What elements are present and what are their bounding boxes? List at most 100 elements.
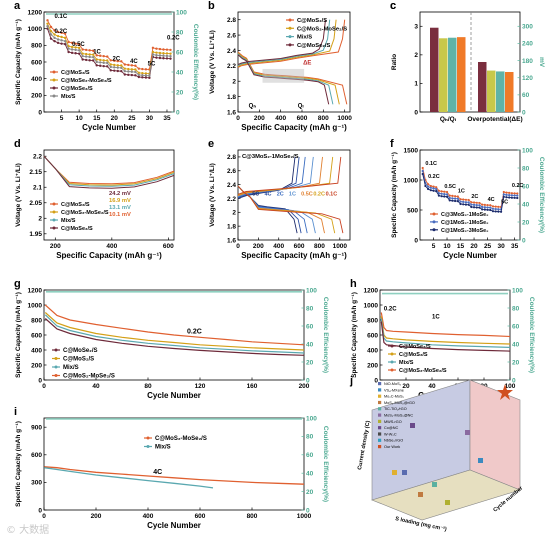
charge-curve (237, 19, 346, 68)
y2-axis-label: Coulombic Efficiency(%) (322, 426, 329, 502)
data-point (116, 59, 119, 63)
y-tick-label: 1.95 (29, 231, 42, 238)
charge-curve (237, 156, 342, 195)
data-point (445, 193, 449, 196)
data-point (56, 38, 60, 41)
data-point (165, 57, 169, 60)
y-tick-label: 2.05 (29, 200, 42, 207)
y-axis-label: Ratio (391, 54, 398, 70)
x-tick-label: 10 (443, 243, 451, 250)
bar-overpotential (487, 70, 496, 112)
x-axis-label: Specific Capacity (mAh g⁻¹) (56, 251, 162, 260)
data-point (437, 189, 441, 192)
panel-letter: j (349, 375, 353, 387)
data-point (53, 33, 56, 36)
data-point (77, 49, 81, 52)
legend-marker (52, 70, 56, 74)
y-tick-label: 2 (414, 52, 418, 59)
panel-title: C@3MoS₂-1MoSe₂/S (242, 154, 299, 160)
data-point (464, 201, 468, 204)
data-point (99, 58, 102, 62)
y2-tick-label: 0 (306, 377, 310, 384)
y-tick-label: 800 (31, 317, 42, 324)
data-point (88, 53, 91, 56)
x-tick-label: 160 (247, 383, 258, 390)
data-point (141, 74, 144, 77)
axes-frame (43, 149, 175, 241)
data-point (148, 76, 151, 80)
y2-tick-label: 100 (306, 415, 317, 422)
y-tick-label: 1.8 (227, 223, 236, 230)
legend-entry: C@1MoS₂-3MoSe₂ (441, 228, 489, 234)
data-point (63, 36, 67, 40)
panel-b: b 0 200 400 600 800 1000 1.6 1.8 2 2.2 2.4 2.6 2.8 Spe… (208, 0, 352, 132)
data-point (74, 46, 77, 49)
data-point (508, 194, 511, 197)
data-point (494, 207, 497, 211)
legend-entry: MWS-rGO (384, 420, 402, 424)
rate-label: 0.2C (55, 29, 68, 35)
x-tick-label: 30 (497, 243, 505, 250)
y2-tick-label: 100 (522, 147, 533, 154)
y2-tick-label: 80 (306, 434, 314, 441)
x-tick-label: 15 (457, 243, 465, 250)
data-point (513, 194, 516, 197)
legend-marker (378, 407, 382, 411)
y2-tick-label: 40 (522, 201, 530, 208)
data-point (478, 206, 481, 209)
y-tick-label: 1200 (364, 287, 379, 294)
panel-letter: c (390, 0, 396, 12)
data-point (456, 197, 459, 200)
legend-marker (378, 419, 382, 423)
data-point (456, 200, 459, 203)
bar-overpotential (496, 71, 505, 112)
data-point (162, 48, 165, 51)
data-point (91, 49, 95, 52)
y-tick-label: 2.6 (227, 168, 236, 175)
data-point (169, 48, 172, 52)
legend-marker (378, 413, 382, 417)
data-point (459, 202, 462, 206)
x-tick-label: 25 (484, 243, 492, 250)
rate-label: 0.2C (512, 183, 524, 189)
rate-label: 0.1C (425, 161, 437, 167)
data-point (88, 55, 91, 59)
x-tick-label: 200 (254, 115, 265, 122)
y2-tick-label: 180 (522, 58, 533, 65)
panel-letter: g (14, 278, 21, 290)
discharge-curve (237, 53, 334, 105)
data-point (141, 71, 144, 75)
data-point (113, 69, 116, 72)
scatter-cube (445, 500, 450, 505)
data-point (84, 48, 88, 52)
data-point (462, 200, 465, 203)
data-point (486, 208, 489, 211)
data-point (67, 40, 70, 44)
legend-marker (288, 26, 292, 30)
data-point (451, 199, 454, 202)
data-point (91, 53, 95, 56)
y-tick-label: 600 (31, 452, 42, 459)
data-point (443, 195, 446, 198)
y2-tick-label: 60 (522, 183, 530, 190)
charge-curve (237, 19, 331, 66)
y-tick-label: 1500 (404, 147, 419, 154)
data-point (491, 207, 495, 210)
x-axis-label: Cycle Number (82, 123, 136, 132)
scatter-cube (465, 430, 470, 435)
data-point (155, 51, 158, 54)
data-point (429, 186, 432, 189)
our-work-star (497, 384, 513, 400)
legend-marker (52, 86, 56, 90)
data-point (440, 195, 443, 198)
data-point (155, 56, 158, 59)
data-point (516, 194, 519, 197)
x-tick-label: 1000 (297, 513, 312, 520)
y2-tick-label: 20 (522, 219, 530, 226)
data-point (134, 68, 137, 71)
data-point (169, 57, 172, 60)
legend-entry: VS₄-MXene (384, 388, 404, 392)
delta-e-label: ΔE (303, 60, 311, 66)
legend-entry: C@1MoS₂-1MoSe₂ (441, 220, 489, 226)
